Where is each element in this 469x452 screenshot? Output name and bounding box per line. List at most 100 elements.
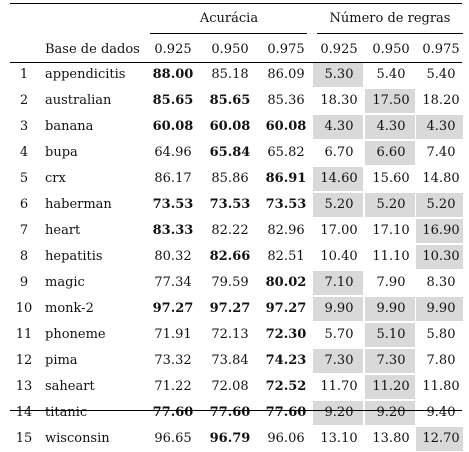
rule-count-cell: 13.10 — [320, 431, 358, 446]
rule-count-cell: 7.90 — [376, 275, 406, 290]
rule-count-cell: 6.70 — [324, 145, 354, 160]
accuracy-cell: 85.36 — [267, 93, 305, 108]
rule-count-cell: 18.20 — [422, 93, 460, 108]
accuracy-cell: 82.51 — [267, 249, 305, 264]
accuracy-cell: 73.53 — [265, 197, 307, 212]
rule-count-cell: 11.80 — [422, 379, 460, 394]
rule-count-cell: 8.30 — [426, 275, 456, 290]
rule-count-cell: 14.80 — [422, 171, 460, 186]
accuracy-cell: 86.17 — [154, 171, 192, 186]
highlight-cell — [313, 349, 363, 373]
accuracy-cell: 73.84 — [211, 353, 249, 368]
rule-count-cell: 5.40 — [426, 67, 456, 82]
rule-count-cell: 10.30 — [422, 249, 460, 264]
rule-count-cell: 11.10 — [372, 249, 410, 264]
highlight-cell — [365, 141, 415, 165]
dataset-name: titanic — [45, 405, 88, 420]
row-index: 1 — [19, 67, 29, 82]
highlight-cell — [313, 167, 363, 191]
rule-count-cell: 5.40 — [376, 67, 406, 82]
accuracy-cell: 85.65 — [209, 93, 251, 108]
rule-count-cell: 15.60 — [372, 171, 410, 186]
rule-count-cell: 10.40 — [320, 249, 358, 264]
rule-count-cell: 5.20 — [324, 197, 354, 212]
highlight-cell — [416, 193, 463, 217]
rule-count-cell: 9.90 — [426, 301, 456, 316]
rule-count-cell: 11.70 — [320, 379, 358, 394]
accuracy-cell: 72.52 — [265, 379, 307, 394]
accuracy-cell: 97.27 — [152, 301, 194, 316]
accuracy-cell: 65.84 — [209, 145, 251, 160]
accuracy-cell: 82.22 — [211, 223, 249, 238]
row-index: 12 — [15, 353, 33, 368]
rule-count-cell: 5.30 — [324, 67, 354, 82]
accuracy-cell: 60.08 — [265, 119, 307, 134]
top-rule — [10, 3, 462, 4]
rule-count-cell: 12.70 — [422, 431, 460, 446]
accuracy-cell: 73.53 — [152, 197, 194, 212]
rule-count-cell: 4.30 — [376, 119, 406, 134]
rules-cmidrule — [317, 33, 463, 34]
accuracy-cell: 96.65 — [154, 431, 192, 446]
row-index: 10 — [15, 301, 33, 316]
accuracy-cell: 72.30 — [265, 327, 307, 342]
accuracy-cell: 80.02 — [265, 275, 307, 290]
rule-count-cell: 5.20 — [376, 197, 406, 212]
row-index: 14 — [15, 405, 33, 420]
accuracy-cell: 73.32 — [154, 353, 192, 368]
dataset-name: saheart — [45, 379, 95, 394]
col-header: 0.925 — [320, 42, 358, 57]
rule-count-cell: 9.90 — [376, 301, 406, 316]
rule-count-cell: 5.10 — [376, 327, 406, 342]
dataset-header: Base de dados — [45, 42, 140, 57]
highlight-cell — [365, 323, 415, 347]
col-header: 0.925 — [154, 42, 192, 57]
accuracy-cell: 72.13 — [211, 327, 249, 342]
accuracy-group-header: Acurácia — [199, 11, 259, 26]
accuracy-cell: 82.96 — [267, 223, 305, 238]
accuracy-cell: 83.33 — [152, 223, 194, 238]
accuracy-cell: 71.91 — [154, 327, 192, 342]
dataset-name: magic — [45, 275, 85, 290]
highlight-cell — [313, 115, 363, 139]
highlight-cell — [313, 297, 363, 321]
rules-group-header: Número de regras — [329, 11, 451, 26]
rule-count-cell: 13.80 — [372, 431, 410, 446]
accuracy-cell: 60.08 — [152, 119, 194, 134]
highlight-cell — [313, 271, 363, 295]
accuracy-cell: 85.18 — [211, 67, 249, 82]
rule-count-cell: 17.00 — [320, 223, 358, 238]
accuracy-cell: 77.34 — [154, 275, 192, 290]
accuracy-cell: 60.08 — [209, 119, 251, 134]
rule-count-cell: 9.90 — [324, 301, 354, 316]
row-index: 6 — [19, 197, 29, 212]
dataset-name: hepatitis — [45, 249, 103, 264]
rule-count-cell: 4.30 — [426, 119, 456, 134]
accuracy-cell: 72.08 — [211, 379, 249, 394]
rule-count-cell: 9.40 — [426, 405, 456, 420]
highlight-cell — [365, 193, 415, 217]
header-rule — [10, 62, 462, 63]
row-index: 13 — [15, 379, 33, 394]
accuracy-cell: 65.82 — [267, 145, 305, 160]
highlight-cell — [416, 297, 463, 321]
highlight-cell — [416, 245, 463, 269]
accuracy-cell: 64.96 — [154, 145, 192, 160]
accuracy-cell: 85.65 — [152, 93, 194, 108]
highlight-cell — [313, 63, 363, 87]
accuracy-cell: 82.66 — [209, 249, 251, 264]
accuracy-cell: 74.23 — [265, 353, 307, 368]
rule-count-cell: 17.50 — [372, 93, 410, 108]
rule-count-cell: 16.90 — [422, 223, 460, 238]
accuracy-cell: 96.06 — [267, 431, 305, 446]
col-header: 0.950 — [211, 42, 249, 57]
rule-count-cell: 17.10 — [372, 223, 410, 238]
row-index: 8 — [19, 249, 29, 264]
highlight-cell — [365, 297, 415, 321]
rule-count-cell: 9.20 — [324, 405, 354, 420]
accuracy-cell: 77.60 — [152, 405, 194, 420]
accuracy-cell: 85.86 — [211, 171, 249, 186]
row-index: 7 — [19, 223, 29, 238]
dataset-name: pima — [45, 353, 78, 368]
row-index: 11 — [15, 327, 33, 342]
